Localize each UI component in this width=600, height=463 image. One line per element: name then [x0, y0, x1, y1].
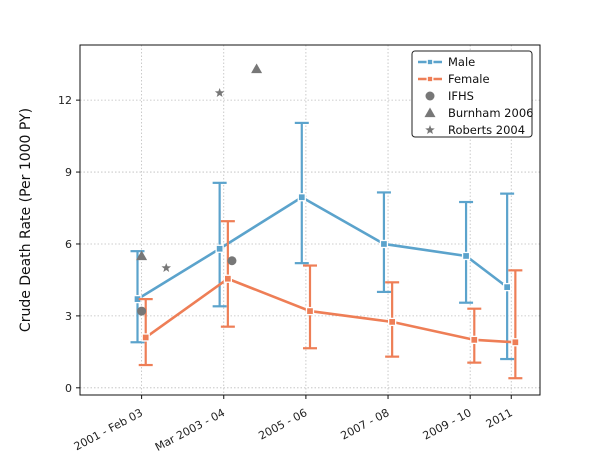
- series-layer: [130, 63, 523, 380]
- data-point: [511, 338, 520, 347]
- data-point: [141, 333, 150, 342]
- series-ifhs: [137, 256, 237, 316]
- data-point: [136, 250, 148, 261]
- x-tick-label: 2007 - 08: [339, 406, 392, 442]
- data-point: [297, 193, 306, 202]
- data-point: [137, 306, 147, 316]
- data-point: [214, 87, 225, 97]
- plot-frame: [79, 44, 541, 396]
- legend-label: Burnham 2006: [448, 106, 533, 120]
- data-point: [227, 256, 237, 266]
- y-tick-label: 6: [65, 238, 72, 251]
- series-roberts-2004: [161, 87, 225, 272]
- data-point: [223, 274, 233, 283]
- legend-label: Roberts 2004: [448, 123, 525, 137]
- data-point: [379, 239, 389, 249]
- legend-item-roberts-2004: Roberts 2004: [425, 123, 525, 137]
- data-point: [387, 317, 397, 327]
- legend-item-burnham-2006: Burnham 2006: [424, 106, 533, 120]
- x-tick-label: 2009 - 10: [421, 406, 474, 442]
- series-male: [130, 121, 515, 361]
- legend-marker: [425, 125, 435, 135]
- legend-marker: [425, 91, 435, 101]
- x-tick-label: 2011: [484, 406, 515, 431]
- x-tick-label: Mar 2003 - 04: [153, 406, 227, 454]
- legend: Male Female IFHS Burnham 2006 Roberts 2004: [411, 50, 533, 138]
- legend-marker: [424, 107, 436, 118]
- legend-box: [411, 50, 533, 138]
- data-point: [470, 335, 479, 345]
- axes: 0 3 6 9 12 2001 - Feb 03 Mar 2003 - 04 2005 - 0…: [58, 94, 515, 454]
- data-point: [461, 251, 471, 261]
- legend-item-female: Female: [418, 72, 490, 86]
- legend-marker: [426, 75, 434, 83]
- y-tick-label: 9: [65, 166, 72, 179]
- data-point: [251, 63, 263, 74]
- y-tick-label: 3: [65, 310, 72, 323]
- legend-item-male: Male: [418, 55, 475, 69]
- legend-label: IFHS: [448, 89, 474, 103]
- legend-item-ifhs: IFHS: [425, 89, 474, 103]
- x-tick-label: 2005 - 06: [256, 406, 309, 442]
- y-axis-label: Crude Death Rate (Per 1000 PY): [18, 108, 34, 332]
- series-burnham-2006: [136, 63, 263, 261]
- y-tick-label: 12: [58, 94, 72, 107]
- legend-label: Male: [448, 55, 475, 69]
- x-tick-label: 2001 - Feb 03: [72, 406, 145, 453]
- y-tick-label: 0: [65, 382, 72, 395]
- legend-marker: [426, 58, 434, 66]
- legend-label: Female: [448, 72, 490, 86]
- series-line: [144, 277, 516, 344]
- data-point: [161, 262, 172, 272]
- data-point: [215, 244, 224, 253]
- series-line: [136, 195, 508, 301]
- data-point: [502, 282, 512, 292]
- data-point: [305, 306, 315, 316]
- series-female: [138, 220, 523, 380]
